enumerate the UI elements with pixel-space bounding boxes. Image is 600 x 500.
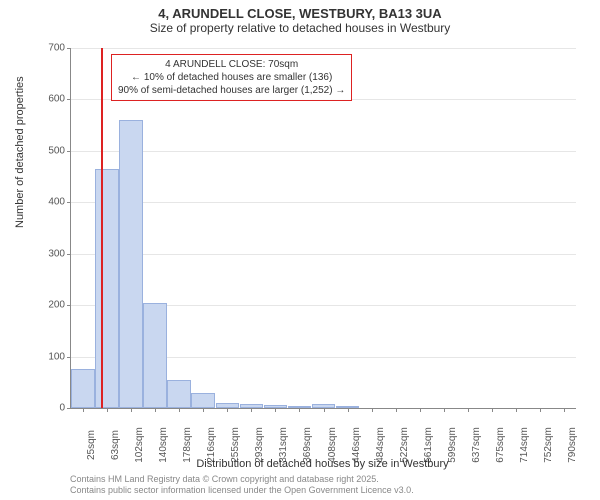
x-tick-mark bbox=[444, 408, 445, 412]
y-tick-label: 200 bbox=[33, 300, 65, 311]
grid-line bbox=[71, 151, 576, 152]
marker-line bbox=[101, 48, 103, 408]
chart-title: 4, ARUNDELL CLOSE, WESTBURY, BA13 3UA bbox=[0, 0, 600, 21]
x-tick-label: 25sqm bbox=[86, 430, 97, 460]
x-tick-mark bbox=[299, 408, 300, 412]
x-tick-mark bbox=[107, 408, 108, 412]
y-tick-label: 700 bbox=[33, 43, 65, 54]
footer-line-2: Contains public sector information licen… bbox=[70, 485, 414, 496]
x-tick-mark bbox=[179, 408, 180, 412]
histogram-bar bbox=[95, 169, 119, 408]
y-tick-label: 500 bbox=[33, 145, 65, 156]
grid-line bbox=[71, 254, 576, 255]
x-tick-mark bbox=[372, 408, 373, 412]
y-tick-mark bbox=[67, 202, 71, 203]
grid-line bbox=[71, 202, 576, 203]
histogram-bar bbox=[167, 380, 191, 408]
y-tick-mark bbox=[67, 48, 71, 49]
x-tick-label: 63sqm bbox=[110, 430, 121, 460]
x-tick-mark bbox=[275, 408, 276, 412]
x-tick-mark bbox=[492, 408, 493, 412]
x-tick-mark bbox=[468, 408, 469, 412]
x-tick-mark bbox=[540, 408, 541, 412]
x-tick-mark bbox=[83, 408, 84, 412]
y-tick-label: 300 bbox=[33, 248, 65, 259]
x-tick-mark bbox=[564, 408, 565, 412]
x-tick-mark bbox=[348, 408, 349, 412]
chart-subtitle: Size of property relative to detached ho… bbox=[0, 21, 600, 39]
y-tick-mark bbox=[67, 305, 71, 306]
info-box-line: 4 ARUNDELL CLOSE: 70sqm bbox=[118, 58, 345, 71]
footer-credits: Contains HM Land Registry data © Crown c… bbox=[70, 474, 414, 496]
info-box-line: 90% of semi-detached houses are larger (… bbox=[118, 84, 345, 97]
y-tick-mark bbox=[67, 151, 71, 152]
chart-container: 4, ARUNDELL CLOSE, WESTBURY, BA13 3UA Si… bbox=[0, 0, 600, 500]
y-tick-label: 100 bbox=[33, 351, 65, 362]
footer-line-1: Contains HM Land Registry data © Crown c… bbox=[70, 474, 414, 485]
plot-area: 010020030040050060070025sqm63sqm102sqm14… bbox=[70, 48, 576, 409]
x-tick-mark bbox=[227, 408, 228, 412]
histogram-bar bbox=[191, 393, 215, 408]
y-tick-mark bbox=[67, 254, 71, 255]
y-tick-mark bbox=[67, 408, 71, 409]
x-tick-mark bbox=[131, 408, 132, 412]
y-tick-mark bbox=[67, 357, 71, 358]
info-box-line: ← 10% of detached houses are smaller (13… bbox=[118, 71, 345, 84]
x-tick-mark bbox=[324, 408, 325, 412]
grid-line bbox=[71, 48, 576, 49]
histogram-bar bbox=[119, 120, 143, 408]
x-tick-mark bbox=[251, 408, 252, 412]
x-tick-mark bbox=[155, 408, 156, 412]
x-tick-mark bbox=[516, 408, 517, 412]
histogram-bar bbox=[143, 303, 167, 408]
marker-info-box: 4 ARUNDELL CLOSE: 70sqm← 10% of detached… bbox=[111, 54, 352, 101]
y-tick-label: 0 bbox=[33, 403, 65, 414]
x-tick-mark bbox=[396, 408, 397, 412]
x-tick-mark bbox=[203, 408, 204, 412]
y-tick-mark bbox=[67, 99, 71, 100]
histogram-bar bbox=[71, 369, 95, 408]
y-axis-label: Number of detached properties bbox=[14, 76, 26, 228]
y-tick-label: 400 bbox=[33, 197, 65, 208]
x-tick-mark bbox=[420, 408, 421, 412]
x-axis-label: Distribution of detached houses by size … bbox=[70, 458, 575, 470]
y-tick-label: 600 bbox=[33, 94, 65, 105]
